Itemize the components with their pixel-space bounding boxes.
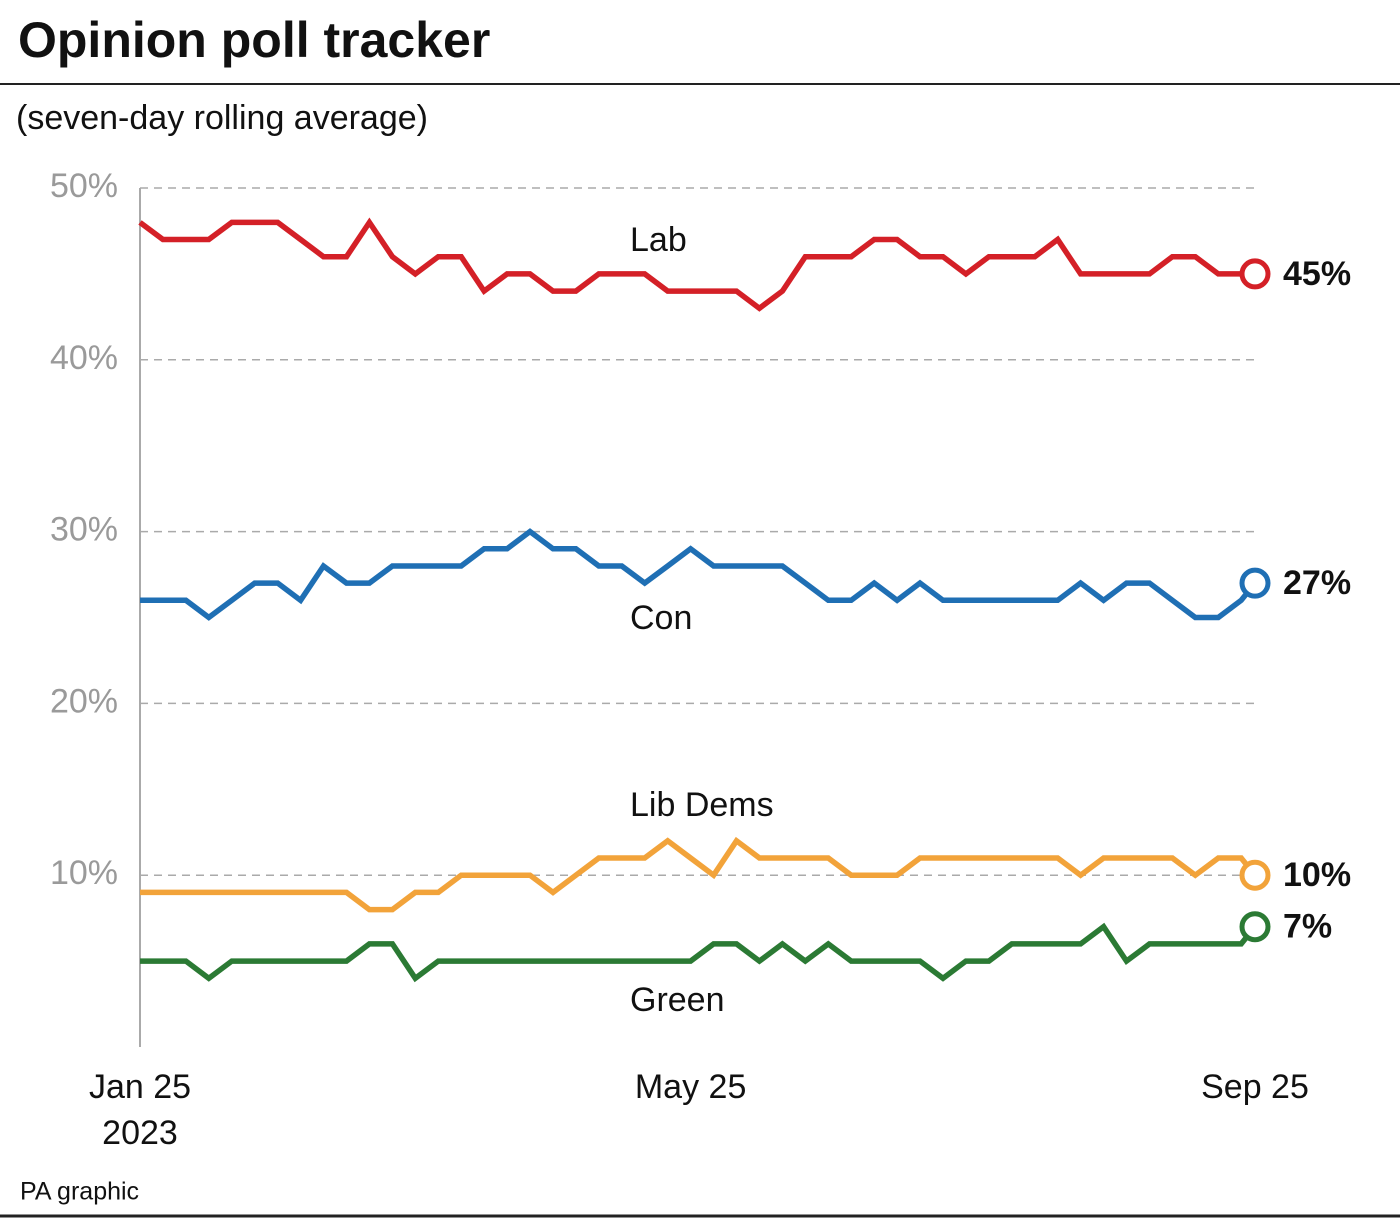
series-line <box>140 836 1258 913</box>
value-label: 7% <box>1283 908 1332 946</box>
series-line <box>140 922 1258 983</box>
y-tick-label: 40% <box>50 339 118 377</box>
series-name: Con <box>630 599 692 637</box>
x-tick-label: May 25 <box>634 1068 747 1106</box>
end-marker <box>1239 859 1271 891</box>
chart-subtitle: (seven-day rolling average) <box>16 99 428 137</box>
y-tick-label: 30% <box>50 511 118 549</box>
end-marker <box>1239 911 1271 943</box>
series-line <box>138 217 1255 312</box>
y-tick-label: 10% <box>50 854 118 892</box>
end-marker <box>1239 567 1271 599</box>
source: PA graphic <box>20 1178 139 1206</box>
value-label: 27% <box>1283 564 1351 602</box>
series-name: Lab <box>630 221 687 259</box>
x-tick-label: Jan 25 2023 <box>88 1068 192 1152</box>
series-line <box>140 528 1258 621</box>
value-label: 10% <box>1283 856 1351 894</box>
series-name: Green <box>630 981 725 1019</box>
series-name: Lib Dems <box>630 786 774 824</box>
y-tick-label: 20% <box>50 682 118 720</box>
x-tick-label: Sep 25 <box>1201 1068 1309 1106</box>
chart-title: Opinion poll tracker <box>18 12 490 68</box>
value-label: 45% <box>1283 255 1351 293</box>
end-marker <box>1239 258 1271 290</box>
y-tick-label: 50% <box>50 167 118 205</box>
